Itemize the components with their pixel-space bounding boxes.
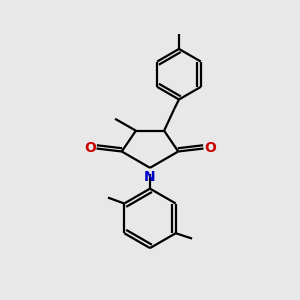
Text: O: O	[204, 141, 216, 154]
Text: O: O	[84, 141, 96, 154]
Text: N: N	[144, 170, 156, 184]
